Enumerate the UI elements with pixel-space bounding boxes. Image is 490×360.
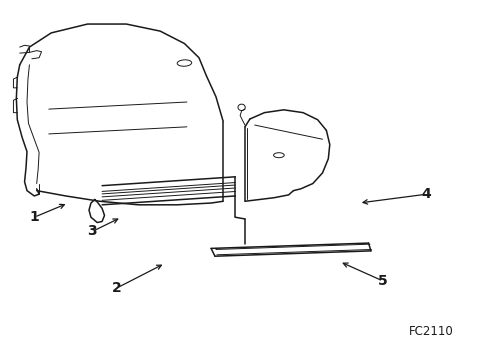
- Text: 2: 2: [112, 281, 122, 295]
- Text: FC2110: FC2110: [409, 325, 453, 338]
- Text: 4: 4: [422, 187, 432, 201]
- Text: 3: 3: [88, 224, 97, 238]
- Text: 5: 5: [378, 274, 388, 288]
- Text: 1: 1: [29, 210, 39, 224]
